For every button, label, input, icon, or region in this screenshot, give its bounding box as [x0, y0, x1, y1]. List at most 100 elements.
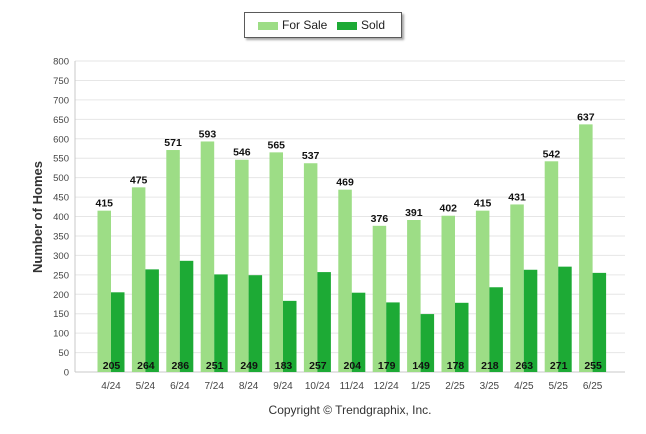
bar-sold [145, 269, 159, 372]
legend-swatch-sold [337, 22, 357, 30]
data-label-for-sale: 542 [543, 148, 561, 160]
bar-sold [420, 314, 435, 372]
x-tick-label: 3/25 [480, 381, 500, 392]
data-label-sold: 179 [378, 360, 396, 372]
bar-for-sale [131, 187, 146, 372]
bars: 415 205 475 264 571 286 593 251 546 249 565 183 537 2… [95, 111, 607, 373]
x-tick-label: 5/24 [136, 381, 156, 392]
bar-for-sale [372, 225, 387, 372]
bar-for-sale [235, 159, 249, 372]
y-tick-label: 250 [53, 270, 69, 281]
y-tick-label: 100 [53, 329, 69, 340]
bar-sold [283, 300, 297, 372]
bar-sold [386, 302, 400, 372]
x-tick-label: 7/24 [204, 381, 224, 392]
bar-for-sale [544, 161, 559, 372]
data-label-for-sale: 546 [233, 147, 251, 159]
data-label-sold: 218 [481, 360, 499, 372]
bar-for-sale [338, 189, 352, 372]
data-label-sold: 251 [206, 360, 224, 372]
x-tick-label: 8/24 [239, 381, 259, 392]
bar-sold [317, 272, 331, 372]
y-tick-label: 550 [53, 154, 69, 165]
y-tick-label: 500 [53, 173, 69, 184]
bar-sold [214, 274, 228, 372]
x-tick-label: 12/24 [374, 381, 399, 392]
bar-sold [248, 275, 263, 372]
bar-sold [489, 287, 503, 372]
x-tick-label: 5/25 [548, 381, 568, 392]
bar-for-sale [97, 210, 111, 372]
bar-for-sale [200, 141, 215, 372]
data-label-sold: 178 [447, 360, 465, 372]
x-tick-label: 10/24 [305, 381, 330, 392]
bar-for-sale [441, 215, 455, 372]
legend-label-sold: Sold [361, 18, 386, 32]
data-label-sold: 263 [516, 360, 534, 372]
bar-for-sale [475, 210, 490, 372]
data-label-sold: 183 [275, 360, 293, 372]
y-tick-label: 800 [53, 57, 69, 68]
data-label-sold: 257 [309, 360, 327, 372]
data-label-for-sale: 391 [405, 207, 423, 219]
y-tick-label: 200 [53, 290, 69, 301]
data-label-sold: 205 [103, 360, 121, 372]
bar-sold [523, 269, 538, 372]
y-tick-label: 750 [53, 76, 69, 87]
data-label-for-sale: 402 [439, 203, 457, 215]
x-tick-label: 6/25 [583, 381, 603, 392]
bar-sold [455, 302, 469, 372]
x-tick-label: 4/24 [101, 381, 121, 392]
y-tick-label: 650 [53, 115, 69, 126]
data-label-sold: 149 [412, 360, 430, 372]
bar-for-sale [166, 150, 180, 372]
bar-sold [179, 260, 194, 372]
y-axis-title: Number of Homes [30, 161, 45, 273]
bar-sold [111, 292, 125, 372]
data-label-for-sale: 565 [267, 139, 285, 151]
legend-label-for-sale: For Sale [282, 18, 328, 32]
x-tick-label: 11/24 [340, 381, 365, 392]
data-label-for-sale: 415 [474, 198, 492, 210]
y-tick-label: 0 [64, 368, 69, 379]
y-tick-label: 400 [53, 212, 69, 223]
data-label-for-sale: 415 [95, 198, 113, 210]
y-tick-label: 600 [53, 134, 69, 145]
data-label-for-sale: 376 [371, 213, 389, 225]
x-tick-label: 1/25 [411, 381, 431, 392]
x-tick-label: 9/24 [273, 381, 293, 392]
data-label-sold: 286 [172, 360, 190, 372]
bar-sold [592, 272, 607, 372]
x-tick-label: 4/25 [514, 381, 534, 392]
y-tick-label: 50 [58, 348, 69, 359]
bar-for-sale [579, 124, 593, 373]
copyright-text: Copyright © Trendgraphix, Inc. [268, 403, 432, 417]
bar-for-sale [510, 204, 524, 372]
bar-sold [558, 266, 572, 372]
y-tick-label: 150 [53, 309, 69, 320]
bar-for-sale [303, 163, 318, 372]
y-tick-label: 350 [53, 231, 69, 242]
data-label-sold: 255 [584, 360, 602, 372]
data-label-for-sale: 537 [302, 150, 320, 162]
x-axis: 4/24 5/24 6/24 7/24 8/24 9/24 10/24 11/24 12/24 1… [101, 381, 603, 392]
legend-swatch-for-sale [258, 22, 278, 30]
data-label-for-sale: 571 [164, 137, 182, 149]
data-label-sold: 249 [240, 360, 258, 372]
y-tick-label: 300 [53, 251, 69, 262]
bar-for-sale [269, 152, 283, 372]
data-label-for-sale: 637 [577, 111, 595, 123]
data-label-for-sale: 431 [508, 191, 526, 203]
data-label-sold: 271 [550, 360, 568, 372]
y-tick-label: 700 [53, 95, 69, 106]
legend: For Sale Sold [244, 12, 402, 38]
bar-sold [351, 292, 366, 372]
y-axis: 0 50 100 150 200 250 300 350 400 450 500 550 600 650 7… [53, 57, 76, 379]
x-tick-label: 2/25 [445, 381, 465, 392]
data-label-sold: 204 [344, 360, 362, 372]
bar-for-sale [407, 219, 421, 372]
x-tick-label: 6/24 [170, 381, 190, 392]
data-label-for-sale: 475 [130, 174, 148, 186]
data-label-for-sale: 469 [336, 177, 354, 189]
